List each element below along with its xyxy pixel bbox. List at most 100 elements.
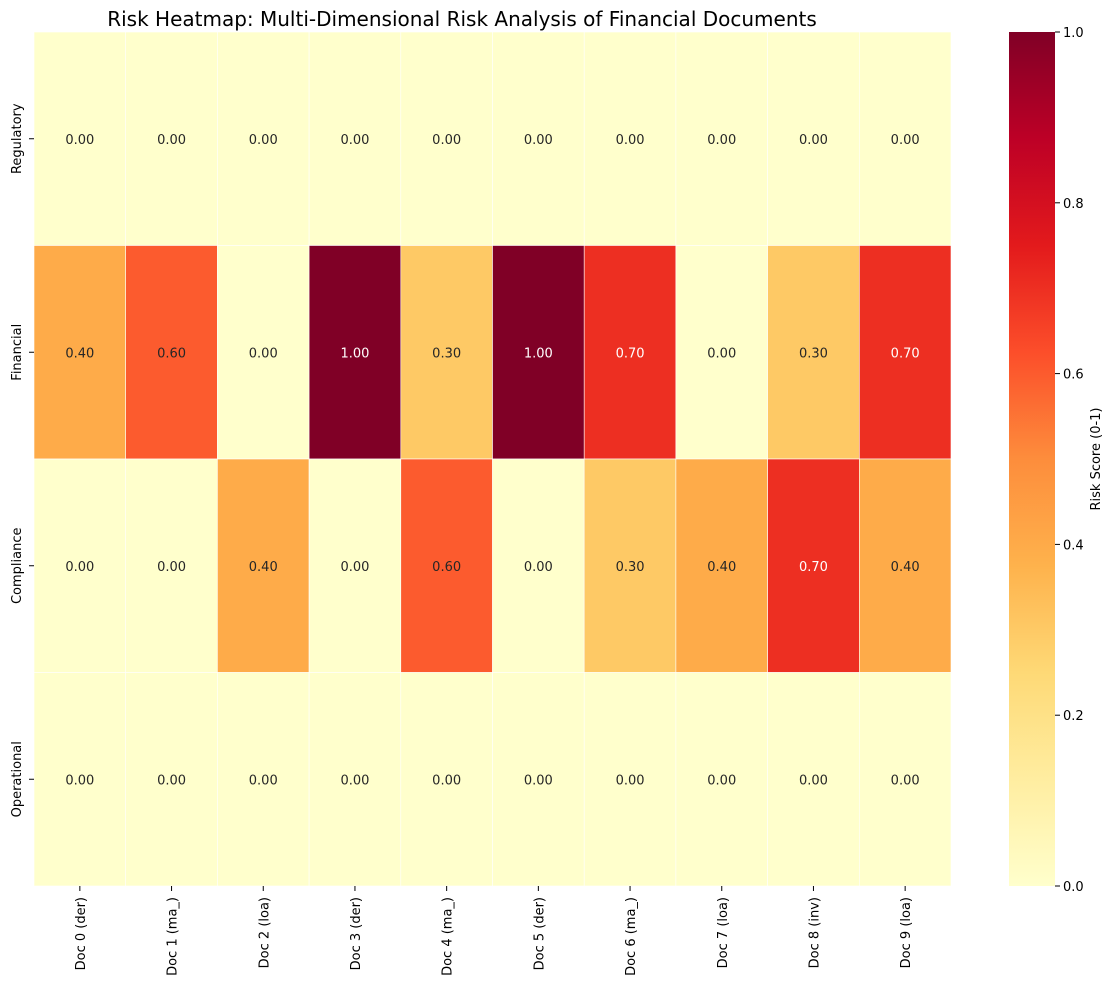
cell-value-label: 1.00 [340, 346, 369, 361]
cell-value-label: 0.00 [157, 133, 186, 148]
colorbar-tick-label: 0.0 [1063, 880, 1084, 895]
cell-value-label: 0.00 [340, 560, 369, 575]
cell-value-label: 0.00 [432, 133, 461, 148]
x-tick-label: Doc 3 (der) [349, 897, 364, 970]
cell-value-label: 0.00 [891, 773, 920, 788]
heatmap-cell [675, 672, 768, 887]
x-tick-label: Doc 5 (der) [532, 897, 547, 970]
x-tick-label: Doc 8 (inv) [807, 897, 822, 968]
colorbar-ticks: 0.0 0.2 0.4 0.6 0.8 1.0 [1055, 26, 1084, 895]
x-tick-label: Doc 2 (loa) [257, 897, 272, 968]
cell-value-label: 0.40 [891, 560, 920, 575]
heatmap-cell [583, 245, 677, 460]
heatmap-cell [217, 245, 310, 460]
cell-value-label: 0.00 [157, 560, 186, 575]
heatmap-cell [583, 31, 677, 246]
x-tick-label: Doc 0 (der) [74, 897, 89, 970]
cell-value-label: 0.00 [707, 133, 736, 148]
y-axis-ticks: Regulatory Financial Compliance Operational [10, 103, 34, 817]
cell-value-label: 0.00 [249, 773, 278, 788]
cell-value-label: 0.30 [616, 560, 645, 575]
cell-value-label: 0.60 [157, 346, 186, 361]
heatmap-cell [400, 245, 493, 460]
heatmap-cell [33, 31, 126, 246]
cell-value-label: 0.40 [707, 560, 736, 575]
cell-value-label: 0.00 [799, 773, 828, 788]
cell-value-label: 0.00 [616, 773, 645, 788]
chart-title: Risk Heatmap: Multi-Dimensional Risk Ana… [107, 7, 817, 31]
heatmap-cell [767, 245, 860, 460]
heatmap-cell [675, 245, 768, 460]
cell-value-label: 0.60 [432, 560, 461, 575]
heatmap-cell [33, 458, 126, 673]
heatmap-cell-labels: 0.00 0.00 0.00 0.00 0.00 0.00 0.00 0.00 0.00 0.00… [65, 133, 919, 789]
heatmap-cell [308, 31, 402, 246]
heatmap-cell [492, 672, 585, 887]
heatmap-cell [125, 458, 218, 673]
cell-value-label: 0.00 [707, 346, 736, 361]
colorbar-tick-label: 1.0 [1063, 26, 1084, 41]
x-tick-label: Doc 6 (ma_) [624, 897, 639, 976]
cell-value-label: 0.00 [891, 133, 920, 148]
x-tick-label: Doc 4 (ma_) [441, 897, 456, 976]
cell-value-label: 0.40 [249, 560, 278, 575]
cell-value-label: 0.70 [799, 560, 828, 575]
cell-value-label: 0.00 [340, 133, 369, 148]
heatmap-cell [33, 672, 126, 887]
cell-value-label: 0.00 [524, 773, 553, 788]
heatmap-cell [400, 672, 493, 887]
heatmap-cell [675, 458, 768, 673]
heatmap-cell [492, 245, 585, 460]
y-tick-label: Regulatory [10, 103, 25, 174]
cell-value-label: 0.00 [249, 346, 278, 361]
cell-value-label: 0.30 [799, 346, 828, 361]
colorbar-gradient [1009, 32, 1055, 886]
cell-value-label: 0.40 [65, 346, 94, 361]
cell-value-label: 0.00 [65, 773, 94, 788]
heatmap-cell [400, 458, 493, 673]
cell-value-label: 0.00 [616, 133, 645, 148]
cell-value-label: 0.00 [65, 133, 94, 148]
colorbar-tick-label: 0.6 [1063, 368, 1084, 383]
cell-value-label: 0.00 [799, 133, 828, 148]
cell-value-label: 0.70 [891, 346, 920, 361]
heatmap-cell [217, 31, 310, 246]
cell-value-label: 0.00 [249, 133, 278, 148]
heatmap-cell [125, 245, 218, 460]
heatmap-cell [308, 245, 402, 460]
colorbar-tick-label: 0.8 [1063, 197, 1084, 212]
cell-value-label: 0.00 [524, 133, 553, 148]
cell-value-label: 0.00 [707, 773, 736, 788]
cell-value-label: 1.00 [524, 346, 553, 361]
cell-value-label: 0.00 [524, 560, 553, 575]
colorbar-tick-label: 0.2 [1063, 709, 1084, 724]
heatmap-cell [400, 31, 493, 246]
x-tick-label: Doc 9 (loa) [899, 897, 914, 968]
cell-value-label: 0.00 [157, 773, 186, 788]
colorbar-label: Risk Score (0-1) [1089, 408, 1104, 511]
y-tick-label: Operational [10, 741, 25, 817]
heatmap-cell [217, 458, 310, 673]
y-tick-label: Financial [10, 324, 25, 381]
heatmap-cell [767, 458, 860, 673]
heatmap-cell [308, 672, 402, 887]
x-axis-ticks: Doc 0 (der) Doc 1 (ma_) Doc 2 (loa) Doc 3 (… [74, 886, 914, 976]
x-tick-label: Doc 7 (loa) [716, 897, 731, 968]
colorbar: 0.0 0.2 0.4 0.6 0.8 1.0 Risk Score (0-1) [1009, 26, 1104, 895]
colorbar-tick-label: 0.4 [1063, 538, 1084, 553]
heatmap-cell [583, 458, 677, 673]
heatmap-cell [858, 672, 952, 887]
heatmap-cells [33, 31, 952, 887]
heatmap-cell [858, 245, 952, 460]
cell-value-label: 0.00 [340, 773, 369, 788]
cell-value-label: 0.00 [65, 560, 94, 575]
heatmap-cell [858, 31, 952, 246]
x-tick-label: Doc 1 (ma_) [166, 897, 181, 976]
cell-value-label: 0.30 [432, 346, 461, 361]
heatmap-cell [767, 672, 860, 887]
y-tick-label: Compliance [10, 527, 25, 604]
cell-value-label: 0.70 [616, 346, 645, 361]
heatmap-cell [492, 458, 585, 673]
heatmap-cell [125, 31, 218, 246]
